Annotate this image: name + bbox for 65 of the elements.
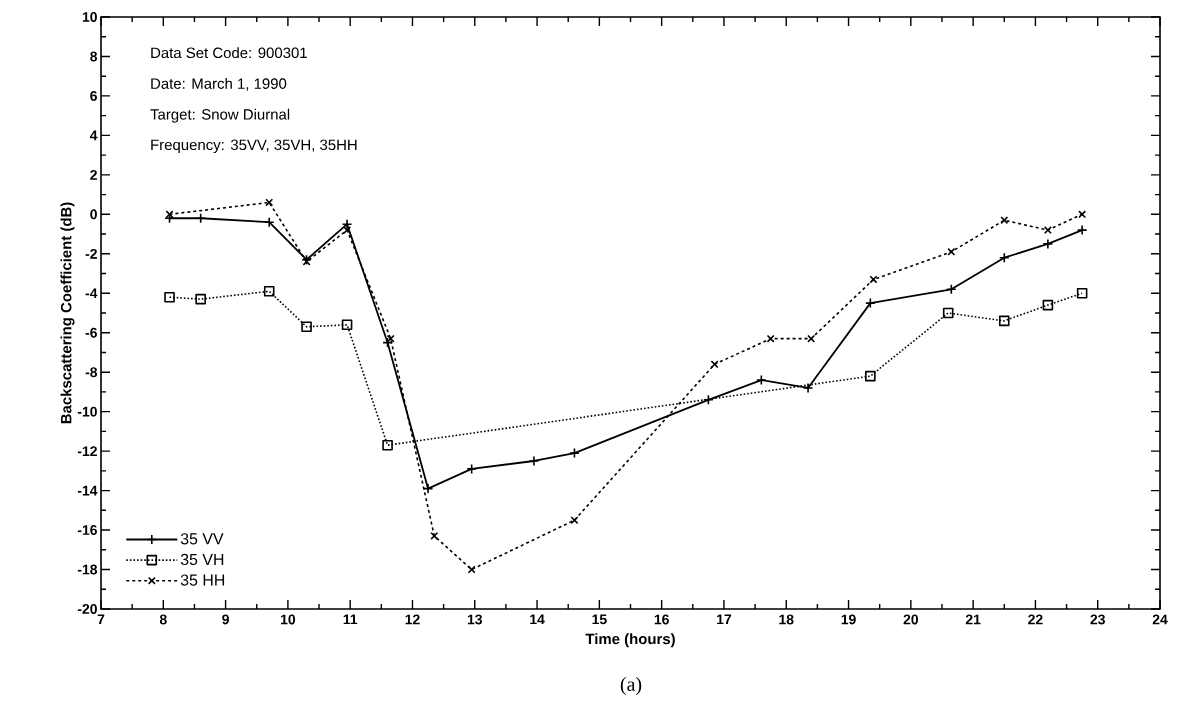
y-axis-title: Backscattering Coefficient (dB) [60, 202, 75, 424]
y-tick-label: -14 [77, 485, 98, 496]
point [430, 531, 439, 540]
x-tick-label: 18 [779, 614, 794, 625]
text: (a) [620, 676, 642, 696]
y-tick-label: -12 [77, 446, 97, 456]
y-tick-label: -6 [85, 327, 97, 338]
y-tick-label: -4 [85, 288, 98, 299]
point [1000, 216, 1009, 225]
x-tick-label: 12 [405, 614, 420, 625]
y-tick-label: 4 [89, 130, 98, 141]
x-tick-label: 17 [717, 614, 732, 625]
y-tick-label: -18 [77, 564, 98, 575]
x-tick-label: 10 [281, 614, 296, 625]
x-tick-label: 7 [97, 614, 105, 625]
y-tick-label: 0 [90, 209, 97, 220]
point [301, 321, 312, 333]
point [195, 293, 206, 305]
y-tick-label: -16 [77, 525, 97, 535]
x-tick-label: 15 [592, 614, 607, 625]
annotation: Data Set Code: 900301 [151, 47, 307, 59]
y-tick-label: -20 [77, 604, 97, 614]
point [807, 334, 816, 343]
y-tick-label: 8 [90, 51, 98, 62]
point [1043, 226, 1052, 235]
y-tick-label: -8 [85, 367, 98, 378]
x-tick-label: 24 [1152, 614, 1168, 625]
point [263, 285, 275, 297]
point [382, 439, 393, 451]
x-tick-label: 9 [222, 614, 229, 625]
point [1042, 299, 1054, 311]
x-tick-label: 13 [467, 614, 483, 625]
point [386, 334, 395, 343]
x-tick-label: 23 [1090, 614, 1105, 625]
annotation: Date: March 1, 1990 [151, 77, 287, 91]
point [766, 334, 775, 343]
point [164, 291, 175, 303]
annotation: Frequency: 35VV, 35VH, 35HH [151, 139, 357, 154]
legend-label: 35 HH [180, 574, 225, 586]
point [869, 275, 878, 284]
point [942, 307, 954, 319]
legend-label: 35 VV [180, 533, 224, 545]
x-tick-label: 16 [654, 614, 669, 625]
x-tick-label: 8 [159, 614, 167, 625]
x-tick-label: 19 [841, 614, 856, 625]
y-tick-label: 10 [82, 12, 97, 22]
point [998, 315, 1010, 327]
x-tick-label: 21 [965, 614, 981, 625]
point [1076, 287, 1088, 299]
point [710, 360, 719, 369]
legend-label: 35 VH [180, 553, 224, 566]
x-tick-label: 20 [903, 614, 919, 625]
x-tick-label: 14 [530, 614, 545, 625]
x-tick-label: 22 [1028, 614, 1043, 625]
point [865, 370, 876, 382]
point [343, 226, 352, 235]
y-tick-label: 2 [90, 169, 97, 180]
y-tick-label: -10 [77, 406, 97, 417]
y-tick-label: 6 [90, 90, 97, 101]
x-axis-title: Time (hours) [585, 633, 675, 648]
annotation: Target: Snow Diurnal [150, 108, 290, 123]
x-tick-label: 11 [343, 614, 358, 625]
y-tick-label: -2 [85, 248, 97, 259]
point [947, 247, 956, 256]
point [341, 319, 353, 331]
